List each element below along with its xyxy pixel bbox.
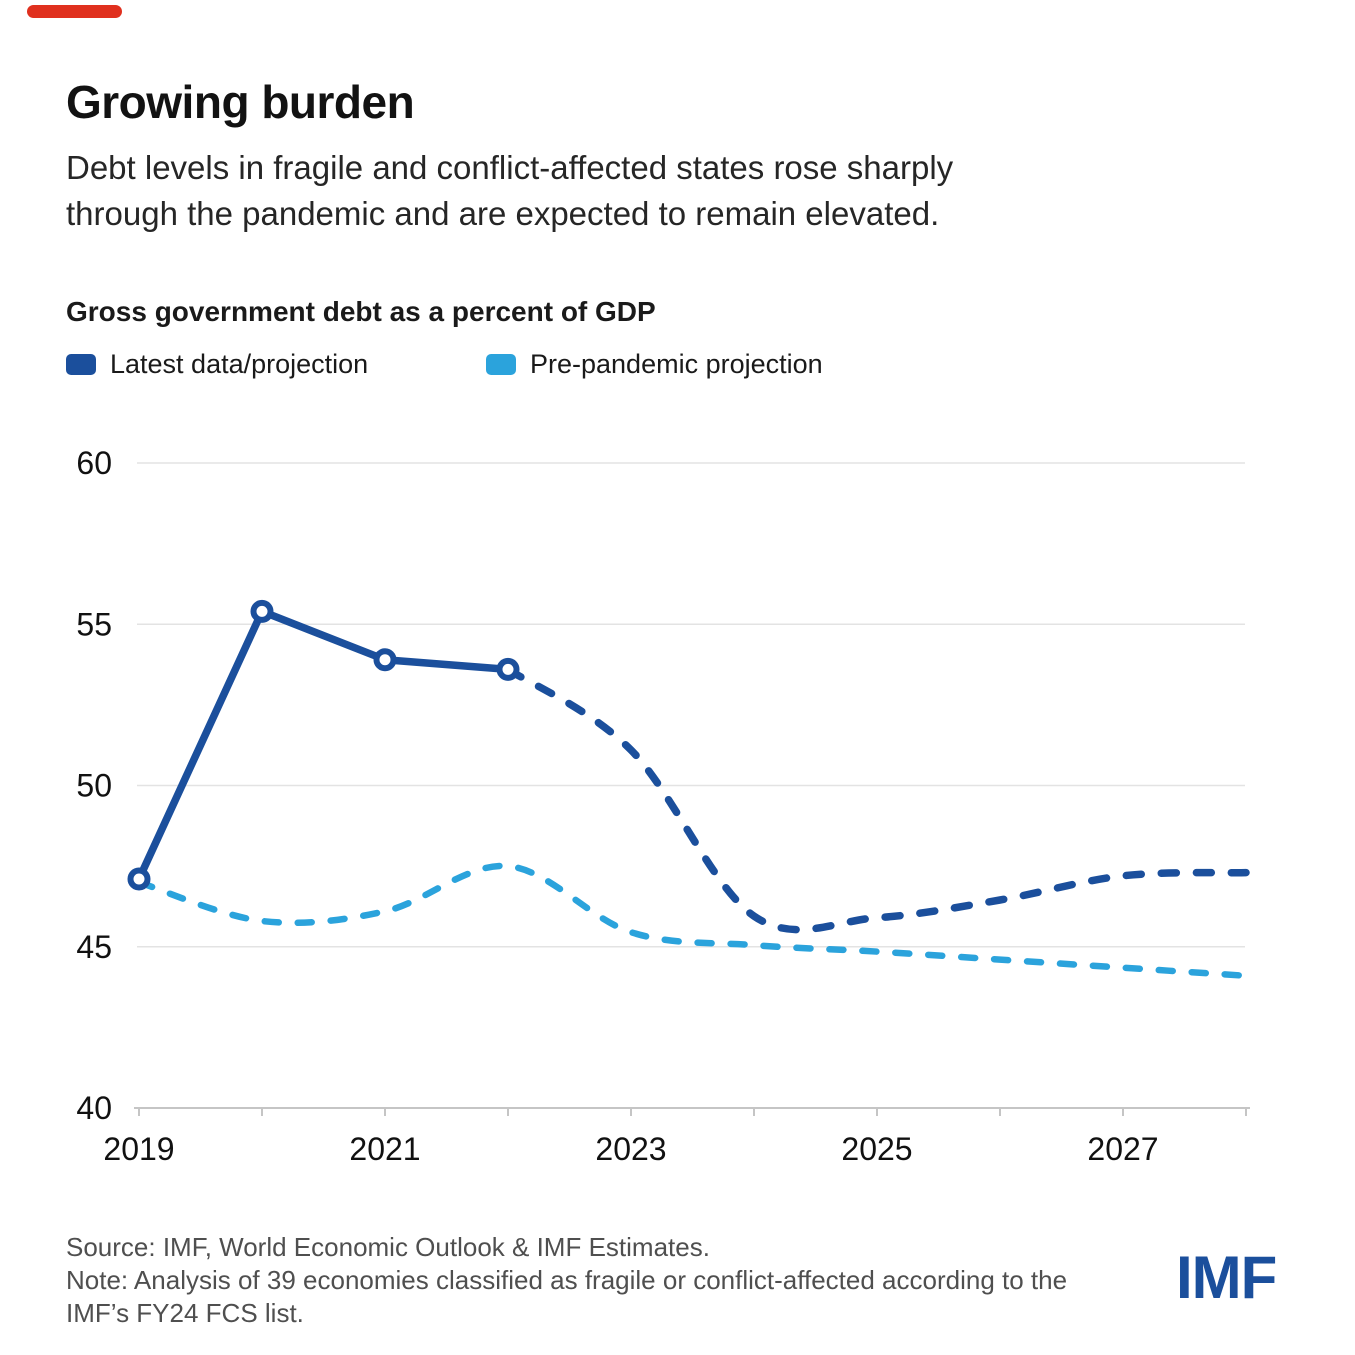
data-point-markers	[127, 599, 520, 891]
legend-swatch-pre-pandemic	[486, 353, 516, 375]
note-line: Note: Analysis of 39 economies classifie…	[66, 1265, 1068, 1328]
page-title: Growing burden	[66, 75, 415, 128]
chart-title: Gross government debt as a percent of GD…	[66, 296, 656, 328]
svg-text:2027: 2027	[1087, 1131, 1158, 1167]
svg-text:45: 45	[76, 929, 112, 965]
pre-pandemic-projection-line	[135, 862, 1250, 980]
imf-logo: IMF	[1176, 1244, 1277, 1311]
x-axis	[134, 1107, 1250, 1116]
data-point-marker	[250, 599, 274, 623]
legend-label-pre-pandemic: Pre-pandemic projection	[530, 348, 823, 379]
chart-legend: Latest data/projection Pre-pandemic proj…	[0, 348, 1355, 379]
latest-data-line-solid	[135, 607, 512, 883]
latest-data-line-projection	[504, 665, 1250, 934]
svg-text:60: 60	[76, 445, 112, 481]
page-subtitle: Debt levels in fragile and conflict-affe…	[66, 149, 954, 232]
y-axis-labels: 40 45 50 55 60	[76, 445, 112, 1126]
legend-swatch-latest-data	[66, 353, 96, 375]
svg-text:55: 55	[76, 606, 112, 642]
svg-text:2023: 2023	[595, 1131, 666, 1167]
gridlines	[137, 462, 1245, 948]
svg-text:40: 40	[76, 1090, 112, 1126]
svg-text:2021: 2021	[349, 1131, 420, 1167]
legend-item-pre-pandemic: Pre-pandemic projection	[486, 348, 823, 379]
svg-text:50: 50	[76, 768, 112, 804]
accent-bar	[27, 5, 122, 18]
legend-item-latest-data: Latest data/projection	[66, 348, 369, 379]
legend-label-latest-data: Latest data/projection	[110, 348, 369, 379]
svg-text:2019: 2019	[103, 1131, 174, 1167]
data-point-marker	[496, 657, 520, 681]
source-line: Source: IMF, World Economic Outlook & IM…	[66, 1232, 710, 1262]
data-point-marker	[373, 648, 397, 672]
x-axis-labels: 2019 2021 2023 2025 2027	[103, 1131, 1158, 1167]
source-note: Source: IMF, World Economic Outlook & IM…	[66, 1231, 1186, 1330]
data-point-marker	[127, 867, 151, 891]
svg-text:2025: 2025	[841, 1131, 912, 1167]
